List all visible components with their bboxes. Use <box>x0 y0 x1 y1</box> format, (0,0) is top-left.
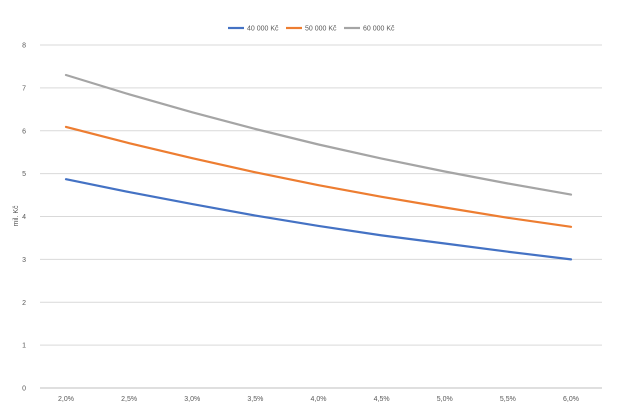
x-tick-label: 3,0% <box>184 396 200 403</box>
y-axis-ticks: 0 1 2 3 4 5 6 7 8 <box>22 43 26 393</box>
y-axis-label: mil. Kč <box>13 205 20 227</box>
y-tick-label: 1 <box>22 343 26 350</box>
x-tick-label: 2,0% <box>58 396 74 403</box>
legend-label: 40 000 Kč <box>247 26 279 33</box>
y-tick-label: 6 <box>22 128 26 135</box>
legend-label: 60 000 Kč <box>363 26 395 33</box>
series-lines <box>64 73 573 261</box>
x-tick-label: 6,0% <box>563 396 579 403</box>
y-tick-label: 3 <box>22 257 26 264</box>
x-axis-ticks: 2,0% 2,5% 3,0% 3,5% 4,0% 4,5% 5,0% 5,5% 6,0% <box>58 396 579 403</box>
x-tick-label: 4,5% <box>374 396 390 403</box>
series-line <box>64 125 573 228</box>
series-line <box>64 178 573 261</box>
series-line <box>64 73 573 196</box>
y-tick-label: 2 <box>22 300 26 307</box>
x-tick-label: 5,0% <box>437 396 453 403</box>
x-tick-label: 3,5% <box>247 396 263 403</box>
y-tick-label: 5 <box>22 171 26 178</box>
gridlines <box>40 44 602 389</box>
y-tick-label: 0 <box>22 386 26 393</box>
x-tick-label: 4,0% <box>311 396 327 403</box>
x-tick-label: 2,5% <box>121 396 137 403</box>
legend-label: 50 000 Kč <box>305 26 337 33</box>
chart-legend: 40 000 Kč 50 000 Kč 60 000 Kč <box>228 26 395 33</box>
y-tick-label: 8 <box>22 43 26 50</box>
y-tick-label: 7 <box>22 85 26 92</box>
y-tick-label: 4 <box>22 214 26 221</box>
x-tick-label: 5,5% <box>500 396 516 403</box>
